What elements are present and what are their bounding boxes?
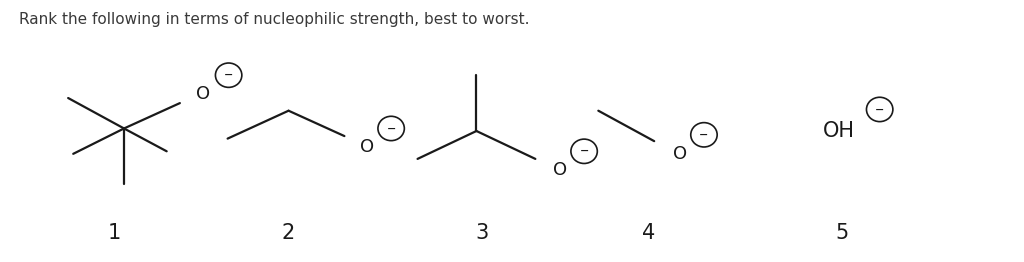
Text: O: O (197, 85, 210, 103)
Text: 3: 3 (475, 223, 488, 243)
Text: OH: OH (823, 121, 855, 141)
Text: 5: 5 (836, 223, 849, 243)
Text: O: O (359, 139, 374, 156)
Text: O: O (553, 161, 567, 179)
Text: 2: 2 (282, 223, 295, 243)
Text: −: − (699, 130, 709, 140)
Text: 1: 1 (108, 223, 121, 243)
Text: Rank the following in terms of nucleophilic strength, best to worst.: Rank the following in terms of nucleophi… (19, 12, 529, 27)
Text: −: − (874, 105, 885, 114)
Text: 4: 4 (642, 223, 655, 243)
Text: −: − (224, 70, 233, 80)
Text: −: − (580, 146, 589, 156)
Text: O: O (673, 145, 687, 163)
Text: −: − (386, 123, 396, 133)
